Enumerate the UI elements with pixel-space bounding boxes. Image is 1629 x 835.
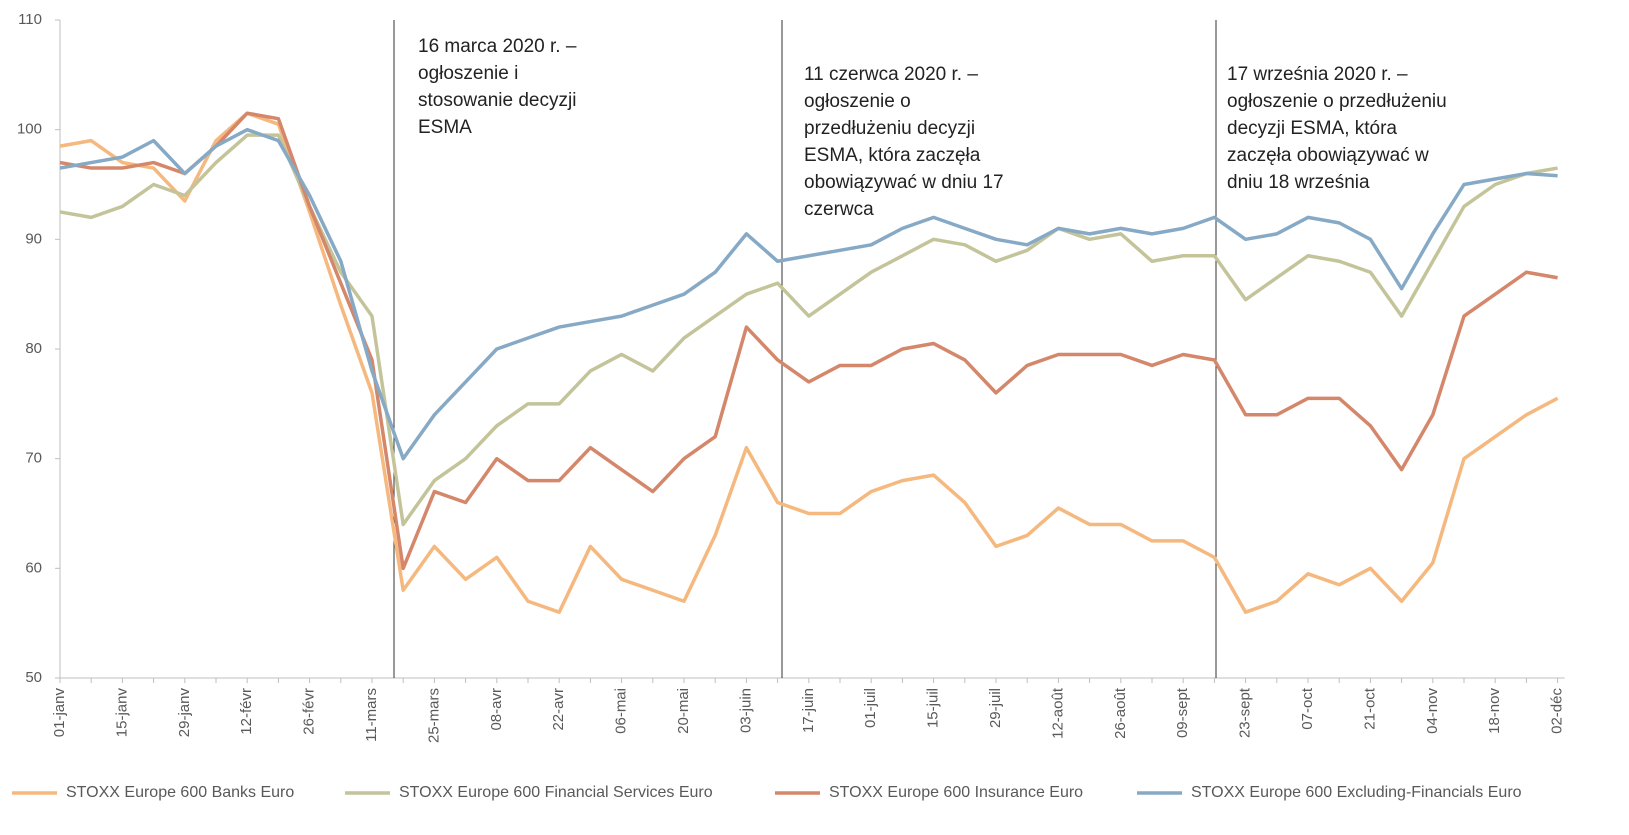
annotation: stosowanie decyzji [418,90,576,111]
annotation: ogłoszenie o [804,91,911,112]
legend-label: STOXX Europe 600 Banks Euro [66,784,294,801]
x-tick-label: 11-mars [363,688,380,742]
series-line [59,111,1558,571]
legend-label: STOXX Europe 600 Excluding-Financials Eu… [1191,784,1522,801]
series-line [59,111,1559,614]
x-tick-label: 26-août [1112,687,1129,739]
annotation: 17 września 2020 r. – [1227,64,1408,85]
annotation: decyzji ESMA, która [1227,118,1397,139]
x-tick-label: 02-déc [1549,688,1566,734]
annotation: zaczęła obowiązywać w [1227,145,1429,166]
y-tick-label: 110 [18,11,42,28]
x-tick-label: 23-sept [1237,687,1254,738]
x-tick-label: 15-janv [113,688,130,738]
x-tick-label: 01-janv [51,688,68,738]
x-tick-label: 22-avr [550,688,567,731]
y-tick-label: 80 [25,340,42,357]
x-tick-label: 18-nov [1486,688,1503,734]
x-tick-label: 29-janv [176,688,193,738]
x-tick-label: 04-nov [1424,688,1441,734]
annotation: 11 czerwca 2020 r. – [804,64,978,85]
x-tick-label: 12-févr [238,688,255,735]
x-tick-label: 01-juil [862,688,879,728]
annotation: ESMA [418,117,472,138]
legend-label: STOXX Europe 600 Insurance Euro [829,784,1083,801]
x-tick-label: 12-août [1049,687,1066,739]
x-tick-label: 15-juil [925,688,942,728]
x-tick-label: 08-avr [488,688,505,731]
y-tick-label: 50 [25,669,42,686]
series-line [59,133,1558,527]
y-tick-label: 90 [25,230,42,247]
x-tick-label: 20-mai [675,688,692,734]
annotation: 16 marca 2020 r. – [418,36,577,57]
annotation: dniu 18 września [1227,172,1370,193]
x-tick-label: 17-juin [800,688,817,733]
x-tick-label: 25-mars [425,688,442,743]
y-tick-label: 70 [25,450,42,467]
annotation: ESMA, która zaczęła [804,145,981,166]
series-line [59,127,1558,461]
x-tick-label: 06-mai [613,688,630,734]
annotation: czerwca [804,199,874,220]
legend-label: STOXX Europe 600 Financial Services Euro [399,784,713,801]
annotation: przedłużeniu decyzji [804,118,975,139]
annotation: ogłoszenie i [418,63,518,84]
x-tick-label: 07-oct [1299,687,1316,730]
annotation: ogłoszenie o przedłużeniu [1227,91,1447,112]
annotation: obowiązywać w dniu 17 [804,172,1004,193]
x-tick-label: 03-juin [737,688,754,733]
y-tick-label: 60 [25,559,42,576]
x-tick-label: 09-sept [1174,687,1191,738]
x-tick-label: 29-juil [987,688,1004,728]
y-tick-label: 100 [17,121,42,138]
x-tick-label: 26-févr [301,688,318,735]
x-tick-label: 21-oct [1361,687,1378,730]
